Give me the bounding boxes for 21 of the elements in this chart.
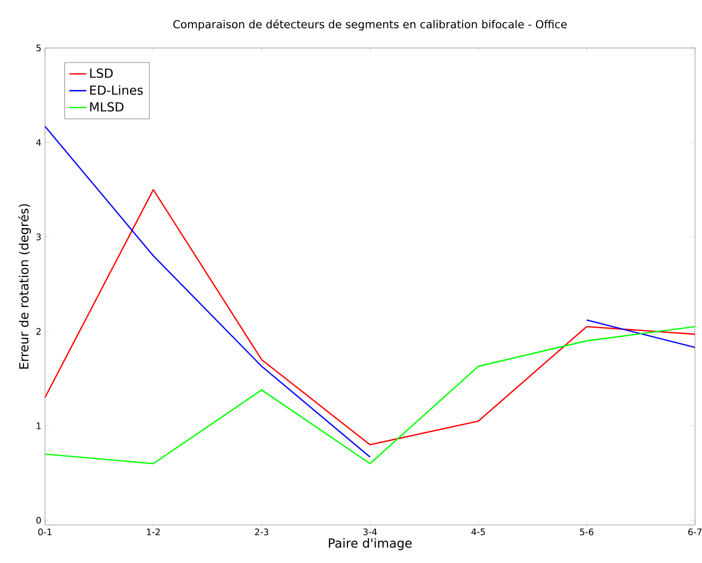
x-tick-label: 2-3: [255, 528, 268, 536]
y-tick-label: 5: [36, 44, 41, 52]
chart-title: Comparaison de détecteurs de segments en calibration bifocale - Office: [173, 19, 567, 30]
legend-label: LSD: [90, 68, 113, 78]
y-tick-label: 1: [36, 422, 41, 430]
legend-label: ED-Lines: [90, 85, 143, 95]
x-tick-label: 0-1: [38, 528, 52, 536]
x-tick-label: 5-6: [580, 528, 594, 536]
y-tick-label: 0: [36, 516, 41, 524]
y-tick-label: 3: [36, 234, 41, 240]
y-tick-label: 4: [36, 139, 41, 146]
y-tick-label: 2: [36, 328, 41, 335]
x-tick-label: 4-5: [471, 528, 485, 536]
x-tick-label: 6-7: [688, 528, 702, 536]
x-tick-label: 1-2: [146, 528, 160, 536]
y-axis-title: Erreur de rotation (degrés): [18, 204, 31, 369]
line-series: [45, 326, 696, 464]
legend-label: MLSD: [90, 102, 124, 112]
x-axis-title: Paire d'image: [328, 538, 412, 550]
line-series: [45, 189, 696, 446]
x-tick-label: 3-4: [363, 528, 377, 536]
